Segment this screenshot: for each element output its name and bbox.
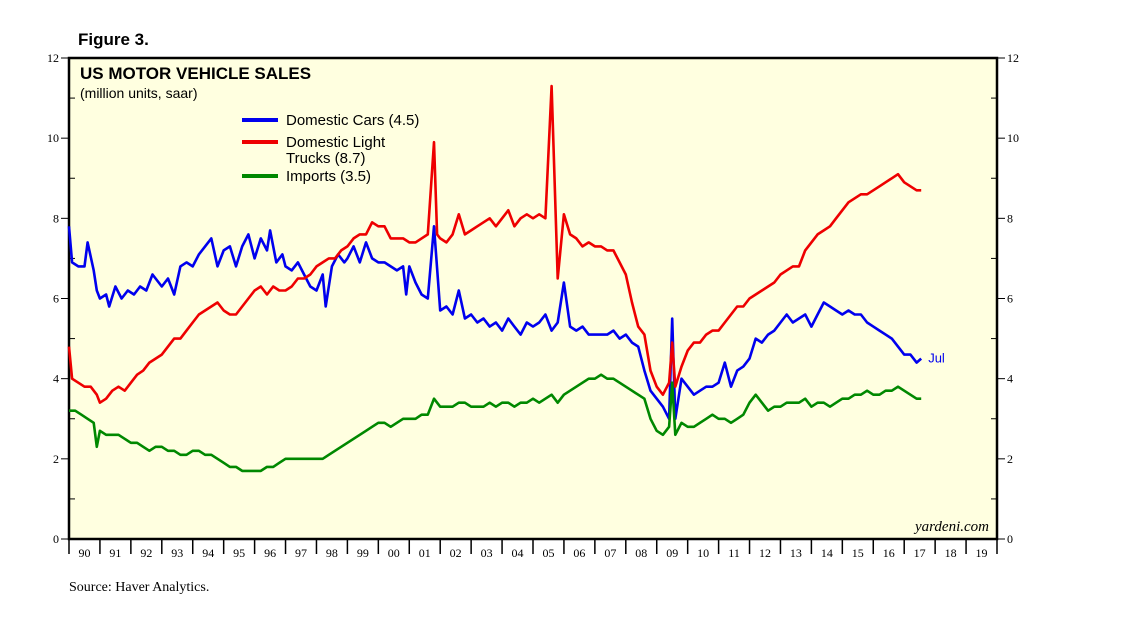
legend-label-0: Domestic Cars (4.5)	[286, 112, 419, 129]
x-tick-label: 94	[202, 546, 214, 560]
x-tick-label: 92	[140, 546, 152, 560]
x-tick-label: 95	[233, 546, 245, 560]
x-tick-label: 04	[512, 546, 524, 560]
figure-label: Figure 3.	[78, 30, 149, 49]
legend-label-1: Trucks (8.7)	[286, 150, 365, 167]
y-tick-label-left: 0	[53, 532, 59, 546]
chart-title: US MOTOR VEHICLE SALES	[80, 64, 311, 83]
y-tick-label-left: 12	[47, 51, 59, 65]
x-tick-label: 93	[171, 546, 183, 560]
x-tick-label: 15	[852, 546, 864, 560]
y-tick-label-right: 0	[1007, 532, 1013, 546]
x-tick-label: 17	[914, 546, 926, 560]
legend-label-1: Domestic Light	[286, 134, 386, 151]
x-tick-label: 19	[976, 546, 988, 560]
x-tick-label: 10	[697, 546, 709, 560]
x-tick-label: 13	[790, 546, 802, 560]
chart-subtitle: (million units, saar)	[80, 85, 197, 101]
x-tick-label: 01	[419, 546, 431, 560]
y-tick-label-right: 10	[1007, 131, 1019, 145]
y-tick-label-left: 6	[53, 292, 59, 306]
y-tick-label-right: 12	[1007, 51, 1019, 65]
x-tick-label: 07	[604, 546, 616, 560]
legend: Domestic Cars (4.5) Domestic LightTrucks …	[242, 112, 419, 185]
x-tick-label: 91	[109, 546, 121, 560]
x-tick-label: 96	[264, 546, 276, 560]
x-tick-label: 14	[821, 546, 833, 560]
x-tick-label: 09	[666, 546, 678, 560]
y-tick-label-right: 8	[1007, 211, 1013, 225]
x-tick-label: 12	[759, 546, 771, 560]
y-tick-label-left: 8	[53, 211, 59, 225]
y-tick-label-right: 4	[1007, 372, 1013, 386]
x-tick-label: 11	[728, 546, 740, 560]
y-tick-label-left: 4	[53, 372, 59, 386]
plot-border	[67, 56, 999, 541]
x-tick-label: 05	[542, 546, 554, 560]
plot-area	[69, 58, 997, 539]
y-tick-label-left: 2	[53, 452, 59, 466]
legend-label-2: Imports (3.5)	[286, 168, 371, 185]
x-tick-label: 06	[573, 546, 585, 560]
x-tick-label: 90	[78, 546, 90, 560]
y-tick-label-left: 10	[47, 131, 59, 145]
x-tick-label: 08	[635, 546, 647, 560]
y-tick-label-right: 6	[1007, 292, 1013, 306]
source-note: Source: Haver Analytics.	[69, 580, 210, 595]
x-tick-label: 97	[295, 546, 307, 560]
x-tick-label: 99	[357, 546, 369, 560]
x-tick-label: 98	[326, 546, 338, 560]
end-label: Jul	[928, 351, 945, 366]
x-tick-label: 16	[883, 546, 895, 560]
series-line-2	[69, 373, 922, 473]
x-tick-label: 03	[481, 546, 493, 560]
x-tick-label: 00	[388, 546, 400, 560]
series-line-0	[67, 225, 923, 421]
watermark: yardeni.com	[913, 519, 989, 535]
x-tick-label: 18	[945, 546, 957, 560]
y-tick-label-right: 2	[1007, 452, 1013, 466]
series-line-1	[67, 84, 922, 404]
x-tick-label: 02	[450, 546, 462, 560]
